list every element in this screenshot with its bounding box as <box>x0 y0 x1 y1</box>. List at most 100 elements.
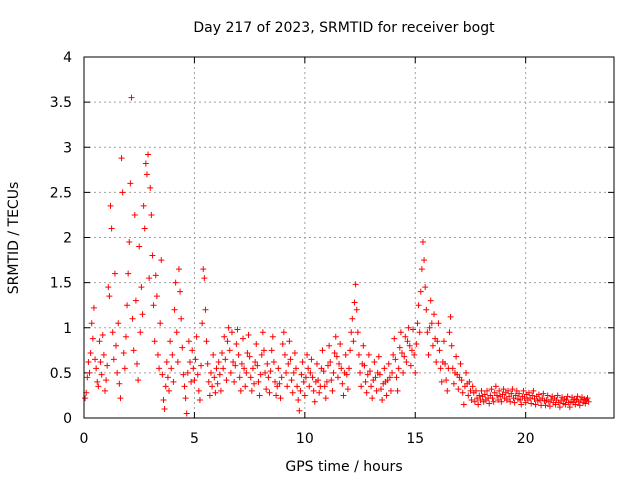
data-point <box>419 239 426 246</box>
data-point <box>305 365 312 372</box>
data-point <box>381 365 388 372</box>
data-point <box>394 387 401 394</box>
data-point <box>281 351 288 358</box>
data-point <box>255 378 262 385</box>
data-point <box>210 351 217 358</box>
data-point <box>525 389 532 396</box>
data-point <box>528 400 535 407</box>
data-point <box>468 396 475 403</box>
data-point <box>284 383 291 390</box>
data-point <box>361 362 368 369</box>
data-point <box>520 387 527 394</box>
data-point <box>280 329 287 336</box>
data-point <box>446 329 453 336</box>
data-point <box>82 395 89 402</box>
data-point <box>475 401 482 408</box>
data-point <box>458 377 465 384</box>
data-point <box>148 211 155 218</box>
data-point <box>128 94 135 101</box>
data-point <box>471 398 478 405</box>
data-point <box>393 374 400 381</box>
data-point <box>84 374 91 381</box>
data-point <box>293 365 299 372</box>
data-point <box>185 338 192 345</box>
data-point <box>488 386 495 393</box>
data-point <box>376 371 383 378</box>
data-point <box>489 395 496 402</box>
data-point <box>290 369 297 376</box>
data-point <box>130 347 137 354</box>
data-point <box>414 320 421 327</box>
data-point <box>262 369 269 376</box>
data-point <box>242 383 249 390</box>
data-point <box>495 396 502 403</box>
data-point <box>265 374 272 381</box>
data-point <box>223 377 230 384</box>
data-point <box>254 362 261 369</box>
data-point <box>277 395 284 402</box>
data-point <box>192 356 199 363</box>
data-point <box>164 374 171 381</box>
data-point <box>465 392 472 399</box>
data-point <box>554 392 561 399</box>
data-point <box>425 351 432 358</box>
data-point <box>492 383 499 390</box>
data-point <box>264 360 271 367</box>
data-point <box>427 297 434 304</box>
data-point <box>508 390 515 397</box>
data-point <box>236 374 243 381</box>
data-point <box>171 306 178 313</box>
data-point <box>297 387 304 394</box>
data-point <box>109 329 116 336</box>
data-point <box>463 369 470 376</box>
data-point <box>529 392 536 399</box>
data-point <box>273 392 280 399</box>
data-point <box>406 342 413 349</box>
data-point <box>532 401 539 408</box>
y-tick-label: 1 <box>63 321 72 337</box>
data-point <box>161 405 168 412</box>
y-tick-label: 2 <box>63 231 72 247</box>
y-axis-label: SRMTID / TECUs <box>6 182 22 295</box>
data-point <box>129 315 136 322</box>
data-point <box>257 371 264 378</box>
data-point <box>125 270 132 277</box>
data-point <box>88 320 95 327</box>
data-point <box>316 389 323 396</box>
data-point <box>224 338 231 345</box>
data-point <box>168 365 175 372</box>
data-point <box>285 360 292 367</box>
data-point <box>268 347 275 354</box>
data-point <box>232 362 239 369</box>
x-tick-label: 15 <box>406 431 424 447</box>
data-point <box>234 326 241 333</box>
data-point <box>336 360 343 367</box>
data-point <box>352 281 359 288</box>
data-point <box>371 359 378 366</box>
data-point <box>213 365 220 372</box>
data-point <box>472 387 479 394</box>
data-point <box>354 329 361 336</box>
data-point <box>373 387 380 394</box>
data-point <box>368 383 375 390</box>
data-point <box>151 338 158 345</box>
data-point <box>251 380 258 387</box>
data-point <box>298 371 305 378</box>
data-point <box>357 369 364 376</box>
data-point <box>403 359 410 366</box>
data-point <box>544 392 551 399</box>
data-point <box>132 297 139 304</box>
data-point <box>507 398 514 405</box>
data-point <box>122 333 129 340</box>
data-point <box>556 404 563 411</box>
data-point <box>211 374 218 381</box>
data-point <box>258 351 265 358</box>
data-point <box>241 365 248 372</box>
data-point <box>435 320 442 327</box>
data-point <box>227 369 234 376</box>
data-point <box>347 347 354 354</box>
data-point <box>299 359 306 366</box>
data-point <box>353 306 360 313</box>
